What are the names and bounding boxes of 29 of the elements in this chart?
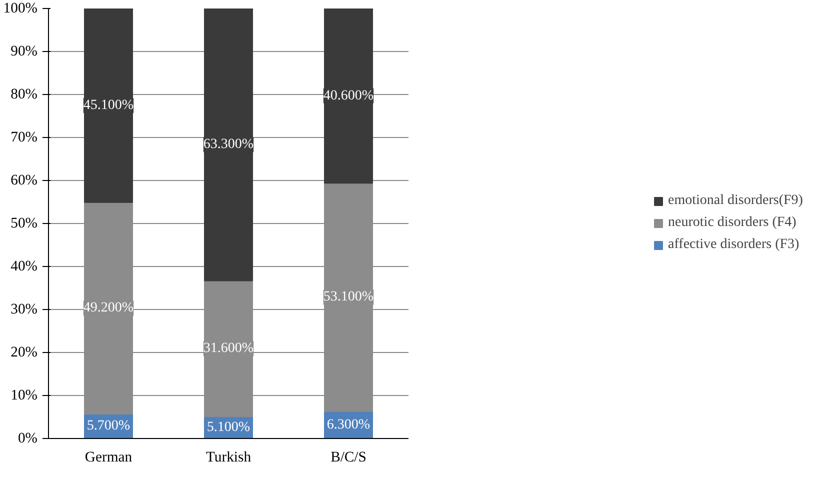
data-label: 53.100% [323, 290, 374, 305]
y-tick-label: 70% [10, 130, 38, 146]
legend-label: neurotic disorders (F4) [668, 215, 796, 231]
y-tick-label: 0% [18, 430, 38, 446]
bar [324, 8, 373, 184]
y-tick-label: 30% [10, 302, 38, 318]
x-tick-label: German [84, 450, 133, 466]
data-label: 45.100% [83, 98, 134, 113]
bar [84, 8, 133, 203]
y-tick-label: 50% [10, 216, 38, 232]
legend-label: emotional disorders(F9) [668, 193, 803, 209]
x-tick-label: Turkish [206, 450, 252, 466]
y-tick-label: 40% [10, 258, 38, 274]
y-tick-label: 20% [10, 344, 38, 360]
data-label: 63.300% [203, 137, 254, 152]
data-label: 5.700% [86, 418, 130, 434]
data-label: 40.600% [323, 88, 374, 104]
y-tick-label: 80% [10, 86, 38, 102]
data-label: 31.600% [203, 341, 254, 356]
y-tick-label: 60% [10, 172, 38, 188]
legend-label: affective disorders (F3) [668, 237, 800, 253]
data-label: 5.100% [206, 420, 250, 436]
x-tick-label: B/C/S [330, 450, 366, 466]
bar [204, 8, 253, 282]
y-tick-label: 100% [3, 0, 38, 16]
data-label: 49.200% [83, 300, 134, 316]
y-tick-label: 10% [10, 388, 38, 404]
data-label: 6.300% [326, 417, 370, 432]
y-tick-label: 90% [10, 44, 38, 60]
